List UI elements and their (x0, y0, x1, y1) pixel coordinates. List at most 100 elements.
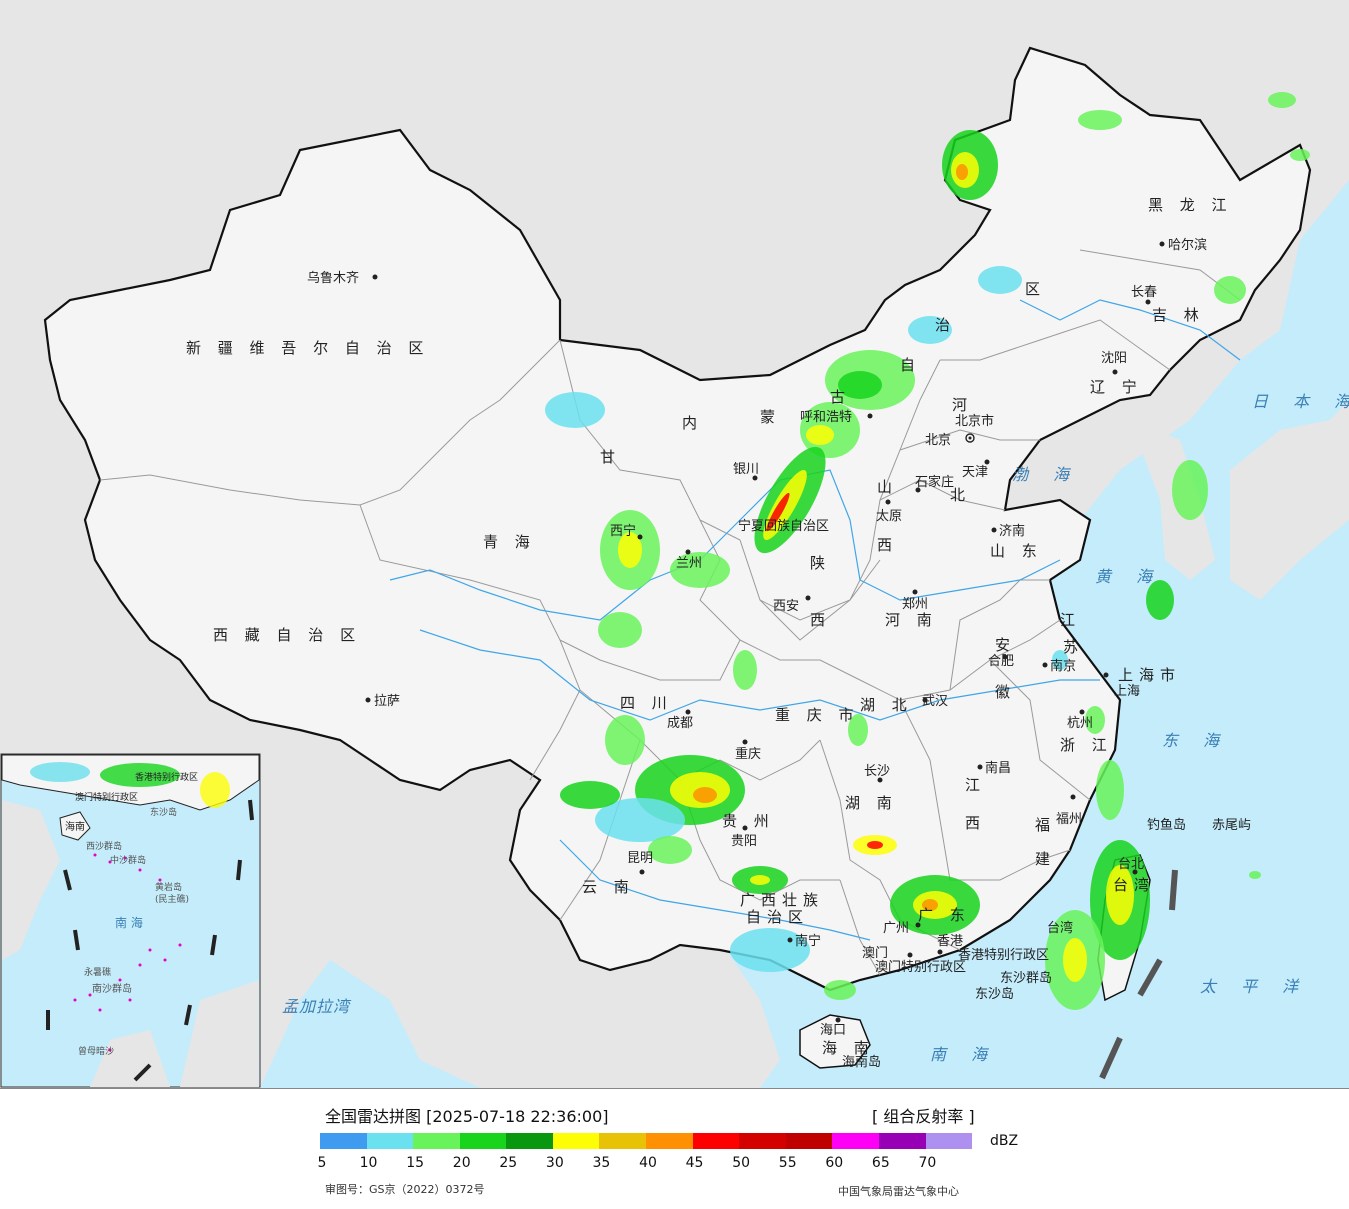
island-label: 钓鱼岛 (1147, 817, 1186, 833)
province-label-guangxi: 广西壮族 (740, 891, 824, 909)
province-label-guangxi: 自治区 (746, 908, 809, 926)
city-label: 石家庄 (915, 474, 954, 490)
echo-cell (1106, 865, 1134, 925)
city-label: 杭州 (1067, 716, 1093, 731)
legend-panel: 全国雷达拼图 [2025-07-18 22:36:00] [ 组合反射率 ] d… (0, 1088, 1349, 1209)
province-label-qinghai: 青 海 (483, 533, 536, 551)
echo-cell (824, 980, 856, 1000)
echo-cell (806, 425, 834, 445)
city-marker (1103, 672, 1109, 678)
city-marker (1079, 709, 1085, 715)
province-label-guizhou: 贵 州 (722, 812, 775, 830)
province-labels: 新 疆 维 吾 尔 自 治 区 西 藏 自 治 区 青 海 甘 内 蒙 古 自 … (186, 196, 1227, 1057)
color-scale-tick: 60 (825, 1155, 844, 1171)
city-marker (984, 459, 990, 465)
color-scale-tick: 45 (685, 1155, 704, 1171)
sea-label: 黄 海 (1095, 567, 1162, 586)
inset-label: 南 海 (115, 915, 143, 930)
city-marker (885, 499, 891, 505)
city-label: 哈尔滨 (1168, 237, 1207, 253)
echo-cell (1078, 110, 1122, 130)
city-label: 福州 (1056, 812, 1082, 827)
city-label: 澳门 (862, 945, 888, 961)
island-label: 东沙岛 (975, 986, 1014, 1002)
city-marker (1145, 299, 1151, 305)
province-label-ningxia: 宁夏回族自治区 (738, 518, 829, 534)
city-label: 银川 (733, 462, 759, 477)
echo-cell (1096, 760, 1124, 820)
color-swatch (506, 1133, 553, 1149)
echo-cell (956, 164, 968, 180)
city-label: 南京 (1050, 658, 1076, 674)
province-label-henan: 河 南 (885, 611, 938, 629)
echo-cell (750, 875, 770, 885)
city-label: 台湾 (1047, 920, 1073, 936)
inset-islands (73, 853, 182, 1052)
echo-cell (867, 841, 883, 849)
color-scale-tick: 40 (639, 1155, 657, 1171)
province-label-xizang: 西 藏 自 治 区 (213, 626, 361, 644)
inset-label: 西沙群岛 (86, 840, 122, 852)
color-swatch (646, 1133, 693, 1149)
echo-cell (1214, 276, 1246, 304)
color-scale-tick: 5 (317, 1155, 327, 1171)
city-marker (742, 739, 748, 745)
province-label-jiangsu: 江 (1060, 611, 1081, 629)
inset-label: 香港特别行政区 (135, 771, 198, 783)
color-swatch (413, 1133, 460, 1149)
province-label-jiangxi: 江 (965, 776, 986, 794)
echo-cell (1290, 149, 1310, 161)
province-label-fujian: 建 (1035, 850, 1056, 868)
province-label-neimenggu: 自 (900, 356, 921, 374)
province-label-neimenggu: 治 (935, 316, 956, 334)
province-label-hubei: 湖 北 (860, 696, 913, 714)
echo-cell (908, 316, 952, 344)
color-swatch (320, 1133, 367, 1149)
sea-label: 南 海 (930, 1045, 997, 1064)
city-marker (968, 436, 972, 440)
echo-cell (848, 714, 868, 746)
approval-number: 审图号：GS京（2022）0372号 (325, 1183, 485, 1196)
inset-label: 海南 (65, 820, 85, 833)
product-type-label: [ 组合反射率 ] (872, 1107, 975, 1126)
echo-cell (605, 715, 645, 765)
legend-title: 全国雷达拼图 [2025-07-18 22:36:00] (325, 1107, 609, 1126)
city-label: 济南 (999, 523, 1025, 539)
echo-cell (1146, 580, 1174, 620)
city-marker (915, 922, 921, 928)
inset-label: 东沙岛 (150, 806, 177, 818)
color-scale-tick: 15 (406, 1155, 425, 1171)
province-label-taiwan: 台湾 (1113, 876, 1155, 894)
city-marker (1159, 241, 1165, 247)
echo-cell (595, 798, 685, 842)
echo-cell (766, 492, 790, 532)
data-source: 中国气象局雷达气象中心 (838, 1185, 959, 1198)
echo-cell (978, 266, 1022, 294)
city-label: 广州 (883, 921, 909, 936)
province-label-hunan: 湖 南 (845, 794, 898, 812)
city-marker (787, 937, 793, 943)
echo-cell (838, 371, 882, 399)
echo-cell (618, 532, 642, 568)
color-scale-tick: 25 (499, 1155, 518, 1171)
city-marker (1112, 369, 1118, 375)
city-marker (877, 777, 883, 783)
city-label: 呼和浩特 (800, 410, 852, 425)
city-label: 海口 (820, 1023, 846, 1038)
city-marker (912, 589, 918, 595)
color-scale-tick: 70 (918, 1155, 937, 1171)
city-marker (685, 549, 691, 555)
inset-echo (30, 762, 90, 782)
city-label: 长春 (1131, 285, 1157, 300)
color-scale-tick: 30 (545, 1155, 564, 1171)
color-swatch (925, 1133, 973, 1149)
inset-label: 黄岩岛 (155, 881, 182, 893)
inset-label: 南沙群岛 (92, 982, 132, 995)
province-label-hainan: 海 南 (822, 1039, 875, 1057)
city-marker (915, 487, 921, 493)
city-marker (1042, 662, 1048, 668)
echo-cell (1172, 460, 1208, 520)
echo-cell (1249, 871, 1261, 879)
province-label-shanghai: 上海市 (1118, 666, 1181, 684)
city-marker (965, 433, 975, 443)
